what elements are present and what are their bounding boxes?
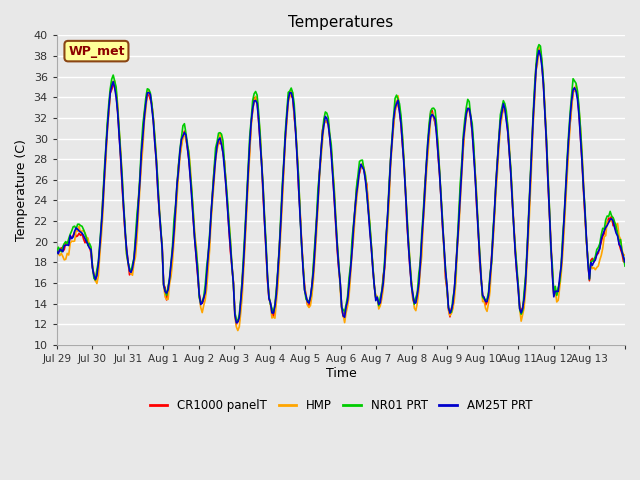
CR1000 panelT	[620, 259, 627, 264]
NR01 PRT	[53, 251, 61, 256]
AM25T PRT	[347, 266, 355, 272]
NR01 PRT	[621, 263, 629, 269]
Text: WP_met: WP_met	[68, 45, 125, 58]
HMP	[620, 252, 627, 257]
AM25T PRT	[53, 249, 61, 254]
CR1000 panelT	[545, 209, 553, 215]
HMP	[347, 273, 355, 279]
CR1000 panelT	[621, 258, 629, 264]
X-axis label: Time: Time	[326, 367, 356, 380]
CR1000 panelT	[460, 143, 467, 149]
CR1000 panelT	[347, 264, 355, 270]
AM25T PRT	[90, 272, 98, 278]
HMP	[234, 328, 242, 334]
AM25T PRT	[621, 259, 629, 265]
AM25T PRT	[535, 48, 543, 53]
NR01 PRT	[72, 226, 80, 232]
HMP	[72, 227, 80, 233]
HMP	[621, 252, 629, 258]
HMP	[460, 146, 467, 152]
NR01 PRT	[620, 254, 627, 260]
NR01 PRT	[545, 203, 553, 209]
NR01 PRT	[535, 42, 543, 48]
Legend: CR1000 panelT, HMP, NR01 PRT, AM25T PRT: CR1000 panelT, HMP, NR01 PRT, AM25T PRT	[145, 394, 537, 416]
AM25T PRT	[232, 320, 240, 326]
Title: Temperatures: Temperatures	[288, 15, 394, 30]
HMP	[535, 44, 543, 49]
NR01 PRT	[234, 318, 242, 324]
AM25T PRT	[620, 254, 627, 260]
AM25T PRT	[72, 225, 80, 231]
CR1000 panelT	[72, 234, 80, 240]
CR1000 panelT	[53, 247, 61, 252]
AM25T PRT	[460, 137, 467, 143]
HMP	[90, 273, 98, 279]
NR01 PRT	[90, 276, 98, 281]
Line: HMP: HMP	[57, 47, 625, 331]
HMP	[545, 204, 553, 209]
CR1000 panelT	[232, 322, 240, 328]
Y-axis label: Temperature (C): Temperature (C)	[15, 139, 28, 241]
AM25T PRT	[545, 209, 553, 215]
Line: CR1000 panelT: CR1000 panelT	[57, 51, 625, 325]
Line: AM25T PRT: AM25T PRT	[57, 50, 625, 323]
NR01 PRT	[347, 263, 355, 268]
CR1000 panelT	[90, 272, 98, 277]
NR01 PRT	[460, 132, 467, 138]
Line: NR01 PRT: NR01 PRT	[57, 45, 625, 321]
CR1000 panelT	[536, 48, 544, 54]
HMP	[53, 250, 61, 256]
